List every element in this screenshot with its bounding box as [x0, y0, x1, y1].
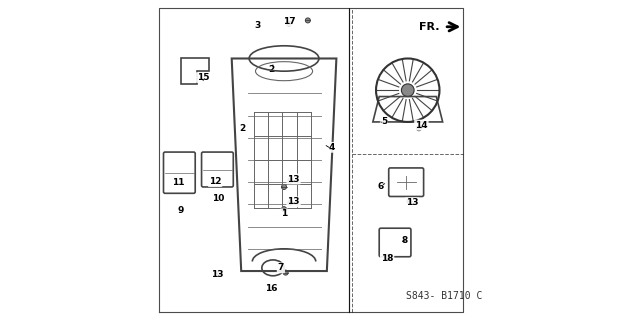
Text: 11: 11 — [172, 178, 185, 187]
Text: 9: 9 — [178, 206, 184, 215]
Circle shape — [288, 200, 293, 205]
Circle shape — [283, 270, 288, 275]
Circle shape — [407, 199, 412, 204]
Text: 17: 17 — [283, 17, 295, 26]
Text: 18: 18 — [381, 254, 393, 263]
Circle shape — [401, 84, 414, 97]
Circle shape — [282, 207, 287, 212]
Text: 1: 1 — [281, 209, 287, 219]
Circle shape — [384, 254, 389, 259]
Text: 6: 6 — [378, 182, 384, 191]
Text: 2: 2 — [268, 65, 274, 74]
Text: 13: 13 — [287, 174, 300, 184]
Text: 12: 12 — [209, 177, 221, 186]
Text: 14: 14 — [415, 121, 428, 130]
Text: 13: 13 — [406, 198, 418, 207]
Text: 5: 5 — [381, 117, 387, 126]
Text: 4: 4 — [328, 143, 335, 152]
Circle shape — [286, 21, 291, 26]
Text: FR.: FR. — [419, 22, 440, 32]
Text: S843- B1710 C: S843- B1710 C — [406, 292, 483, 301]
Text: 7: 7 — [277, 263, 284, 272]
Text: 16: 16 — [265, 284, 277, 293]
Circle shape — [416, 126, 421, 131]
Text: 8: 8 — [401, 236, 407, 245]
Circle shape — [216, 270, 221, 275]
Text: 13: 13 — [211, 270, 224, 279]
Circle shape — [305, 18, 310, 23]
Text: 15: 15 — [197, 73, 210, 82]
Text: 10: 10 — [212, 194, 225, 203]
Circle shape — [288, 178, 293, 183]
Circle shape — [282, 184, 287, 189]
Text: 2: 2 — [239, 124, 246, 133]
Text: 3: 3 — [254, 21, 260, 30]
Text: 13: 13 — [287, 197, 300, 206]
